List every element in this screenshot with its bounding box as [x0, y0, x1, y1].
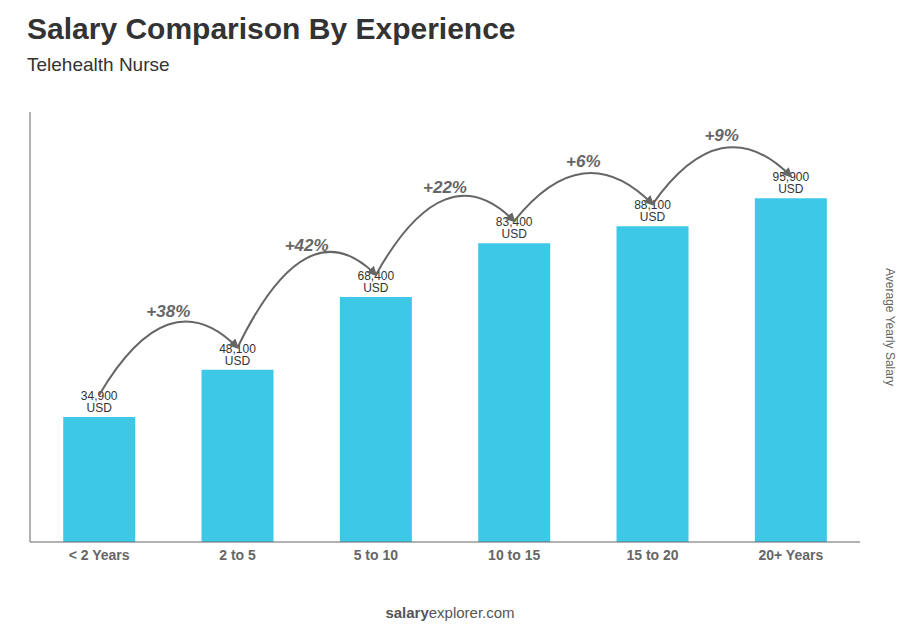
svg-text:+22%: +22% — [423, 178, 467, 197]
svg-text:+9%: +9% — [704, 126, 739, 145]
svg-text:88,100USD: 88,100USD — [634, 198, 671, 224]
html-text:Salary Comparison By Experienc: Salary Comparison By Experience — [27, 12, 516, 45]
svg-text:+38%: +38% — [146, 302, 190, 321]
svg-text:34,900USD: 34,900USD — [81, 389, 118, 415]
svg-text:83,400USD: 83,400USD — [496, 215, 533, 241]
svg-text:2 to 5: 2 to 5 — [219, 547, 256, 563]
svg-text:10 to 15: 10 to 15 — [488, 547, 540, 563]
svg-text:5 to 10: 5 to 10 — [354, 547, 399, 563]
html-text:salary explorer.com: salary explorer.com — [385, 604, 515, 621]
svg-text:48,100USD: 48,100USD — [219, 342, 256, 368]
svg-text:15 to 20: 15 to 20 — [626, 547, 678, 563]
svg-text:+42%: +42% — [285, 236, 329, 255]
svg-text:+6%: +6% — [566, 152, 601, 171]
html-text:Telehealth Nurse: Telehealth Nurse — [27, 54, 170, 75]
svg-text:20+ Years: 20+ Years — [758, 547, 823, 563]
svg-text:< 2 Years: < 2 Years — [69, 547, 130, 563]
svg-text:Average Yearly Salary: Average Yearly Salary — [883, 268, 892, 386]
svg-text:95,900USD: 95,900USD — [773, 170, 810, 196]
svg-text:68,400USD: 68,400USD — [358, 269, 395, 295]
